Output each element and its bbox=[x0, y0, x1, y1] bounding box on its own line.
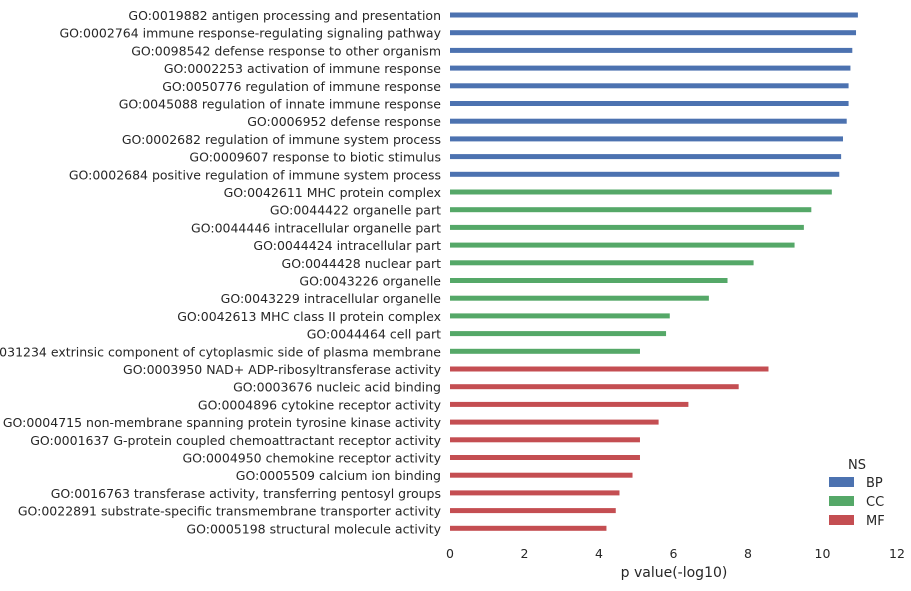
bar bbox=[450, 83, 849, 89]
category-label: GO:0002684 positive regulation of immune… bbox=[69, 167, 441, 182]
category-label: GO:0022891 substrate-specific transmembr… bbox=[18, 504, 442, 519]
bar bbox=[450, 401, 689, 407]
category-label: GO:0009607 response to biotic stimulus bbox=[189, 150, 441, 165]
x-axis-label: p value(-log10) bbox=[621, 565, 728, 581]
category-label: GO:0098542 defense response to other org… bbox=[131, 43, 441, 58]
bar bbox=[450, 171, 840, 177]
category-label: GO:0044422 organelle part bbox=[270, 203, 441, 218]
x-tick-label: 10 bbox=[815, 546, 831, 561]
bar bbox=[450, 224, 804, 230]
legend-title: NS bbox=[848, 458, 866, 473]
category-label: GO:0006952 defense response bbox=[247, 114, 441, 129]
x-axis: p value(-log10) 0 2 4 6 8 10 12 bbox=[446, 546, 905, 581]
category-label: GO:0016763 transferase activity, transfe… bbox=[51, 486, 441, 501]
bar bbox=[450, 366, 769, 372]
category-label: GO:0002253 activation of immune response bbox=[164, 61, 441, 76]
bar bbox=[450, 331, 667, 337]
category-label: GO:0043229 intracellular organelle bbox=[221, 291, 442, 306]
category-label: GO:0004715 non-membrane spanning protein… bbox=[3, 415, 442, 430]
bar bbox=[450, 207, 812, 213]
legend-swatch-mf bbox=[829, 515, 854, 525]
x-tick-label: 6 bbox=[670, 546, 678, 561]
category-label: GO:0044428 nuclear part bbox=[282, 256, 442, 271]
category-label: GO:0019882 antigen processing and presen… bbox=[128, 8, 441, 23]
category-label: GO:0002682 regulation of immune system p… bbox=[122, 132, 441, 147]
bar bbox=[450, 12, 858, 18]
bar bbox=[450, 30, 857, 36]
x-tick-label: 8 bbox=[744, 546, 752, 561]
bar bbox=[450, 47, 853, 53]
category-label: GO:0001637 G-protein coupled chemoattrac… bbox=[30, 433, 441, 448]
category-label: GO:0042611 MHC protein complex bbox=[224, 185, 441, 200]
x-tick-label: 4 bbox=[595, 546, 603, 561]
bar bbox=[450, 525, 607, 531]
category-label: GO:0031234 extrinsic component of cytopl… bbox=[0, 344, 441, 359]
bar bbox=[450, 348, 640, 354]
legend-swatch-cc bbox=[829, 496, 854, 506]
legend-label-mf: MF bbox=[866, 514, 885, 529]
legend-swatch-bp bbox=[829, 477, 854, 487]
bar bbox=[450, 118, 847, 124]
category-label: GO:0003676 nucleic acid binding bbox=[233, 380, 441, 395]
category-label: GO:0044446 intracellular organelle part bbox=[191, 220, 441, 235]
bar bbox=[450, 472, 633, 478]
category-label: GO:0050776 regulation of immune response bbox=[162, 79, 441, 94]
category-label: GO:0042613 MHC class II protein complex bbox=[177, 309, 441, 324]
bar bbox=[450, 189, 832, 195]
category-label: GO:0044424 intracellular part bbox=[253, 238, 441, 253]
category-label: GO:0045088 regulation of innate immune r… bbox=[119, 97, 442, 112]
bar bbox=[450, 65, 851, 71]
bar bbox=[450, 508, 616, 514]
bar bbox=[450, 455, 640, 460]
bar bbox=[450, 136, 843, 142]
category-label: GO:0004896 cytokine receptor activity bbox=[198, 397, 442, 412]
bar bbox=[450, 242, 795, 248]
category-label: GO:0003950 NAD+ ADP-ribosyltransferase a… bbox=[123, 362, 442, 377]
category-label: GO:0004950 chemokine receptor activity bbox=[182, 451, 441, 466]
category-label: GO:0043226 organelle bbox=[299, 274, 441, 289]
bar bbox=[450, 384, 739, 390]
category-label: GO:0005198 structural molecule activity bbox=[186, 521, 441, 536]
bar bbox=[450, 437, 640, 443]
bar bbox=[450, 490, 620, 496]
category-label: GO:0005509 calcium ion binding bbox=[236, 468, 441, 483]
x-tick-label: 2 bbox=[521, 546, 529, 561]
bar bbox=[450, 101, 849, 106]
x-tick-label: 0 bbox=[446, 546, 454, 561]
category-label: GO:0002764 immune response-regulating si… bbox=[59, 26, 441, 41]
category-label: GO:0044464 cell part bbox=[307, 327, 441, 342]
bar bbox=[450, 313, 670, 319]
legend-label-cc: CC bbox=[866, 495, 884, 510]
category-labels: GO:0019882 antigen processing and presen… bbox=[0, 8, 442, 536]
legend: NS BP CC MF bbox=[829, 458, 885, 529]
x-tick-label: 12 bbox=[889, 546, 905, 561]
bar bbox=[450, 295, 709, 301]
legend-label-bp: BP bbox=[866, 476, 883, 491]
bar bbox=[450, 154, 842, 160]
bar bbox=[450, 260, 754, 266]
bar bbox=[450, 278, 728, 283]
bars bbox=[450, 12, 858, 531]
bar bbox=[450, 419, 659, 425]
